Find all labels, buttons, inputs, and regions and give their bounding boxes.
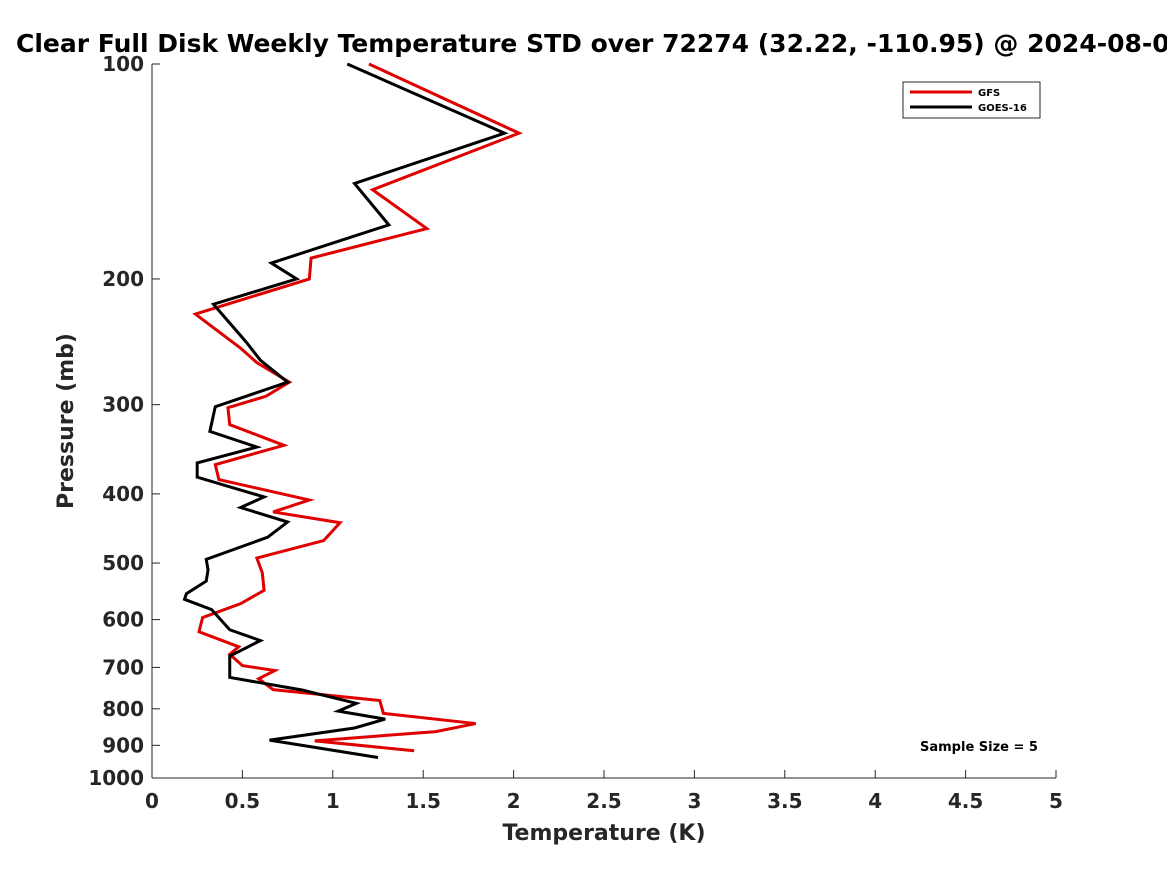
y-tick-label: 500 <box>102 551 144 575</box>
x-tick-label: 1 <box>326 789 340 813</box>
x-tick-label: 1.5 <box>405 789 440 813</box>
series-group <box>182 62 523 759</box>
legend: GFS GOES-16 <box>902 81 1041 119</box>
x-axis-label: Temperature (K) <box>502 821 705 846</box>
chart-title: Clear Full Disk Weekly Temperature STD o… <box>16 29 1167 58</box>
x-tick-label: 4 <box>868 789 882 813</box>
y-ticks: 100 200 300 400 500 600 700 800 900 1000 <box>88 52 160 790</box>
y-tick-label: 400 <box>102 482 144 506</box>
y-axis-label: Pressure (mb) <box>54 333 79 509</box>
y-tick-label: 100 <box>102 52 144 76</box>
x-tick-label: 2.5 <box>586 789 621 813</box>
x-tick-label: 3.5 <box>767 789 802 813</box>
sample-size-annotation: Sample Size = 5 <box>920 740 1038 755</box>
plot-area <box>152 64 1056 778</box>
x-tick-label: 4.5 <box>948 789 983 813</box>
y-tick-label: 900 <box>102 733 144 757</box>
x-tick-label: 0 <box>145 789 159 813</box>
series-line-gfs <box>192 62 523 753</box>
y-tick-label: 600 <box>102 608 144 632</box>
y-tick-label: 700 <box>102 655 144 679</box>
y-tick-label: 200 <box>102 267 144 291</box>
x-ticks: 0 0.5 1 1.5 2 2.5 3 3.5 4 4.5 5 <box>145 770 1063 813</box>
legend-label-gfs: GFS <box>978 88 1000 99</box>
y-tick-label: 300 <box>102 393 144 417</box>
legend-box <box>902 81 1041 119</box>
legend-label-goes16: GOES-16 <box>978 103 1027 114</box>
x-tick-label: 0.5 <box>225 789 260 813</box>
x-tick-label: 3 <box>687 789 701 813</box>
y-tick-label: 1000 <box>88 766 144 790</box>
x-tick-label: 2 <box>507 789 521 813</box>
y-tick-label: 800 <box>102 697 144 721</box>
x-tick-label: 5 <box>1049 789 1063 813</box>
